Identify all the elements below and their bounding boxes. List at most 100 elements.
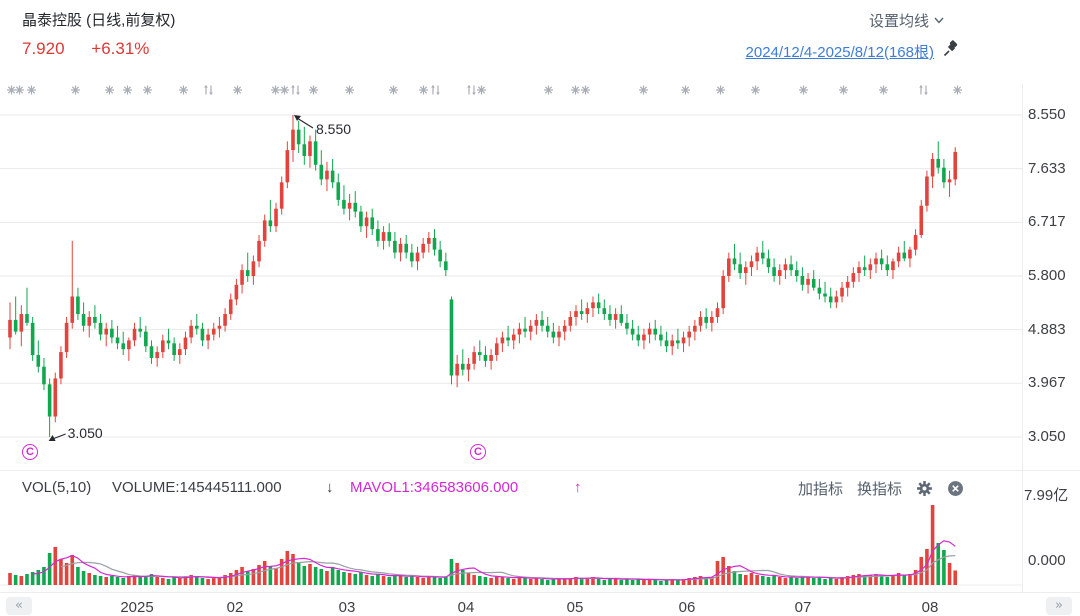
- price-candlestick-chart[interactable]: 8.550 3.050: [0, 100, 1022, 462]
- volume-bar: [47, 552, 52, 585]
- announcement-marker-icon[interactable]: [14, 84, 25, 96]
- candle: [172, 337, 176, 361]
- candle: [410, 243, 414, 268]
- candle: [370, 208, 375, 236]
- candle: [178, 343, 182, 364]
- announcement-marker-icon[interactable]: [952, 84, 963, 96]
- volume-bar: [472, 574, 476, 585]
- announcement-marker-icon[interactable]: [270, 84, 281, 96]
- announcement-marker-icon[interactable]: [838, 84, 849, 96]
- candle: [477, 340, 482, 361]
- volume-bar: [42, 566, 46, 585]
- volume-bar: [676, 579, 680, 585]
- vol-indicator-label: VOL(5,10): [22, 479, 92, 496]
- add-indicator-button[interactable]: 加指标: [797, 481, 843, 498]
- time-axis-label: 06: [678, 599, 696, 616]
- volume-bar: [25, 573, 29, 585]
- volume-bar: [511, 578, 516, 585]
- updown-event-marker-icon[interactable]: [430, 84, 441, 96]
- updown-event-marker-icon[interactable]: [203, 84, 214, 96]
- announcement-marker-icon[interactable]: [104, 84, 115, 96]
- announcement-marker-icon[interactable]: [26, 84, 37, 96]
- candle: [262, 214, 267, 247]
- announcement-marker-icon[interactable]: [638, 84, 649, 96]
- volume-bar: [500, 576, 505, 585]
- scroll-left-button[interactable]: «: [6, 597, 32, 615]
- announcement-marker-icon[interactable]: [279, 84, 290, 96]
- pin-icon[interactable]: [942, 40, 960, 58]
- announcement-marker-icon[interactable]: [476, 84, 487, 96]
- announcement-marker-icon[interactable]: [798, 84, 809, 96]
- announcement-marker-icon[interactable]: [70, 84, 81, 96]
- candle: [681, 331, 686, 353]
- volume-bar: [70, 554, 75, 585]
- switch-indicator-button[interactable]: 换指标: [856, 481, 902, 498]
- updown-event-marker-icon[interactable]: [290, 84, 301, 96]
- candle: [693, 319, 697, 341]
- candle: [840, 281, 844, 303]
- announcement-marker-icon[interactable]: [388, 84, 399, 96]
- announcement-marker-icon[interactable]: [543, 84, 554, 96]
- close-indicator-icon[interactable]: [947, 480, 964, 497]
- announcement-marker-icon[interactable]: [308, 84, 319, 96]
- candle: [630, 319, 635, 341]
- candle: [760, 240, 765, 265]
- announcement-marker-icon[interactable]: [418, 84, 429, 96]
- candle: [364, 211, 369, 238]
- volume-bar: [268, 565, 273, 585]
- candle: [70, 240, 75, 329]
- date-range-link[interactable]: 2024/12/4-2025/8/12(168根): [745, 44, 934, 61]
- announcement-marker-icon[interactable]: [122, 84, 133, 96]
- volume-bar: [194, 576, 199, 585]
- mavol1-up-arrow: ↑: [574, 479, 582, 496]
- volume-bar: [381, 575, 386, 585]
- announcement-marker-icon[interactable]: [570, 84, 581, 96]
- candle: [161, 334, 165, 358]
- volume-bar: [87, 572, 92, 585]
- candle: [274, 202, 278, 233]
- candle: [659, 325, 663, 347]
- candle: [562, 319, 567, 341]
- candle: [727, 252, 731, 282]
- announcement-marker-icon[interactable]: [178, 84, 189, 96]
- volume-bar: [613, 577, 618, 585]
- volume-chart[interactable]: [0, 498, 1022, 588]
- candle: [234, 278, 239, 306]
- volume-bar: [517, 576, 522, 585]
- price-row: 7.920 +6.31%: [22, 39, 149, 59]
- announcement-marker-icon[interactable]: [232, 84, 243, 96]
- volume-bar: [738, 573, 742, 585]
- announcement-marker-icon[interactable]: [6, 84, 17, 96]
- gear-icon[interactable]: [916, 480, 933, 497]
- candle: [574, 305, 578, 326]
- volume-bar: [223, 574, 227, 585]
- candle: [585, 302, 590, 323]
- announcement-marker-icon[interactable]: [878, 84, 889, 96]
- announcement-marker-icon[interactable]: [142, 84, 153, 96]
- updown-event-marker-icon[interactable]: [918, 84, 929, 96]
- volume-bar: [432, 576, 437, 585]
- volume-bar: [336, 569, 341, 585]
- candle: [766, 249, 771, 274]
- announcement-marker-icon[interactable]: [344, 84, 355, 96]
- candle: [30, 316, 35, 361]
- announcement-marker-icon[interactable]: [580, 84, 591, 96]
- announcement-marker-icon[interactable]: [715, 84, 726, 96]
- announcement-marker-icon[interactable]: [680, 84, 691, 96]
- scroll-right-button[interactable]: »: [1046, 597, 1072, 615]
- volume-bar: [132, 574, 137, 585]
- ex-rights-c-mark[interactable]: C: [22, 444, 38, 460]
- candle: [257, 235, 261, 268]
- candle: [393, 232, 397, 259]
- candle: [551, 322, 556, 344]
- candle: [285, 141, 290, 189]
- volume-bar: [681, 578, 686, 585]
- announcement-marker-icon[interactable]: [750, 84, 761, 96]
- volume-bar: [206, 578, 210, 585]
- volume-bar: [410, 575, 414, 585]
- ex-rights-c-mark[interactable]: C: [470, 444, 486, 460]
- candle: [132, 322, 137, 347]
- updown-event-marker-icon[interactable]: [466, 84, 477, 96]
- ma-settings-button[interactable]: 设置均线: [869, 10, 944, 31]
- candle: [381, 226, 386, 250]
